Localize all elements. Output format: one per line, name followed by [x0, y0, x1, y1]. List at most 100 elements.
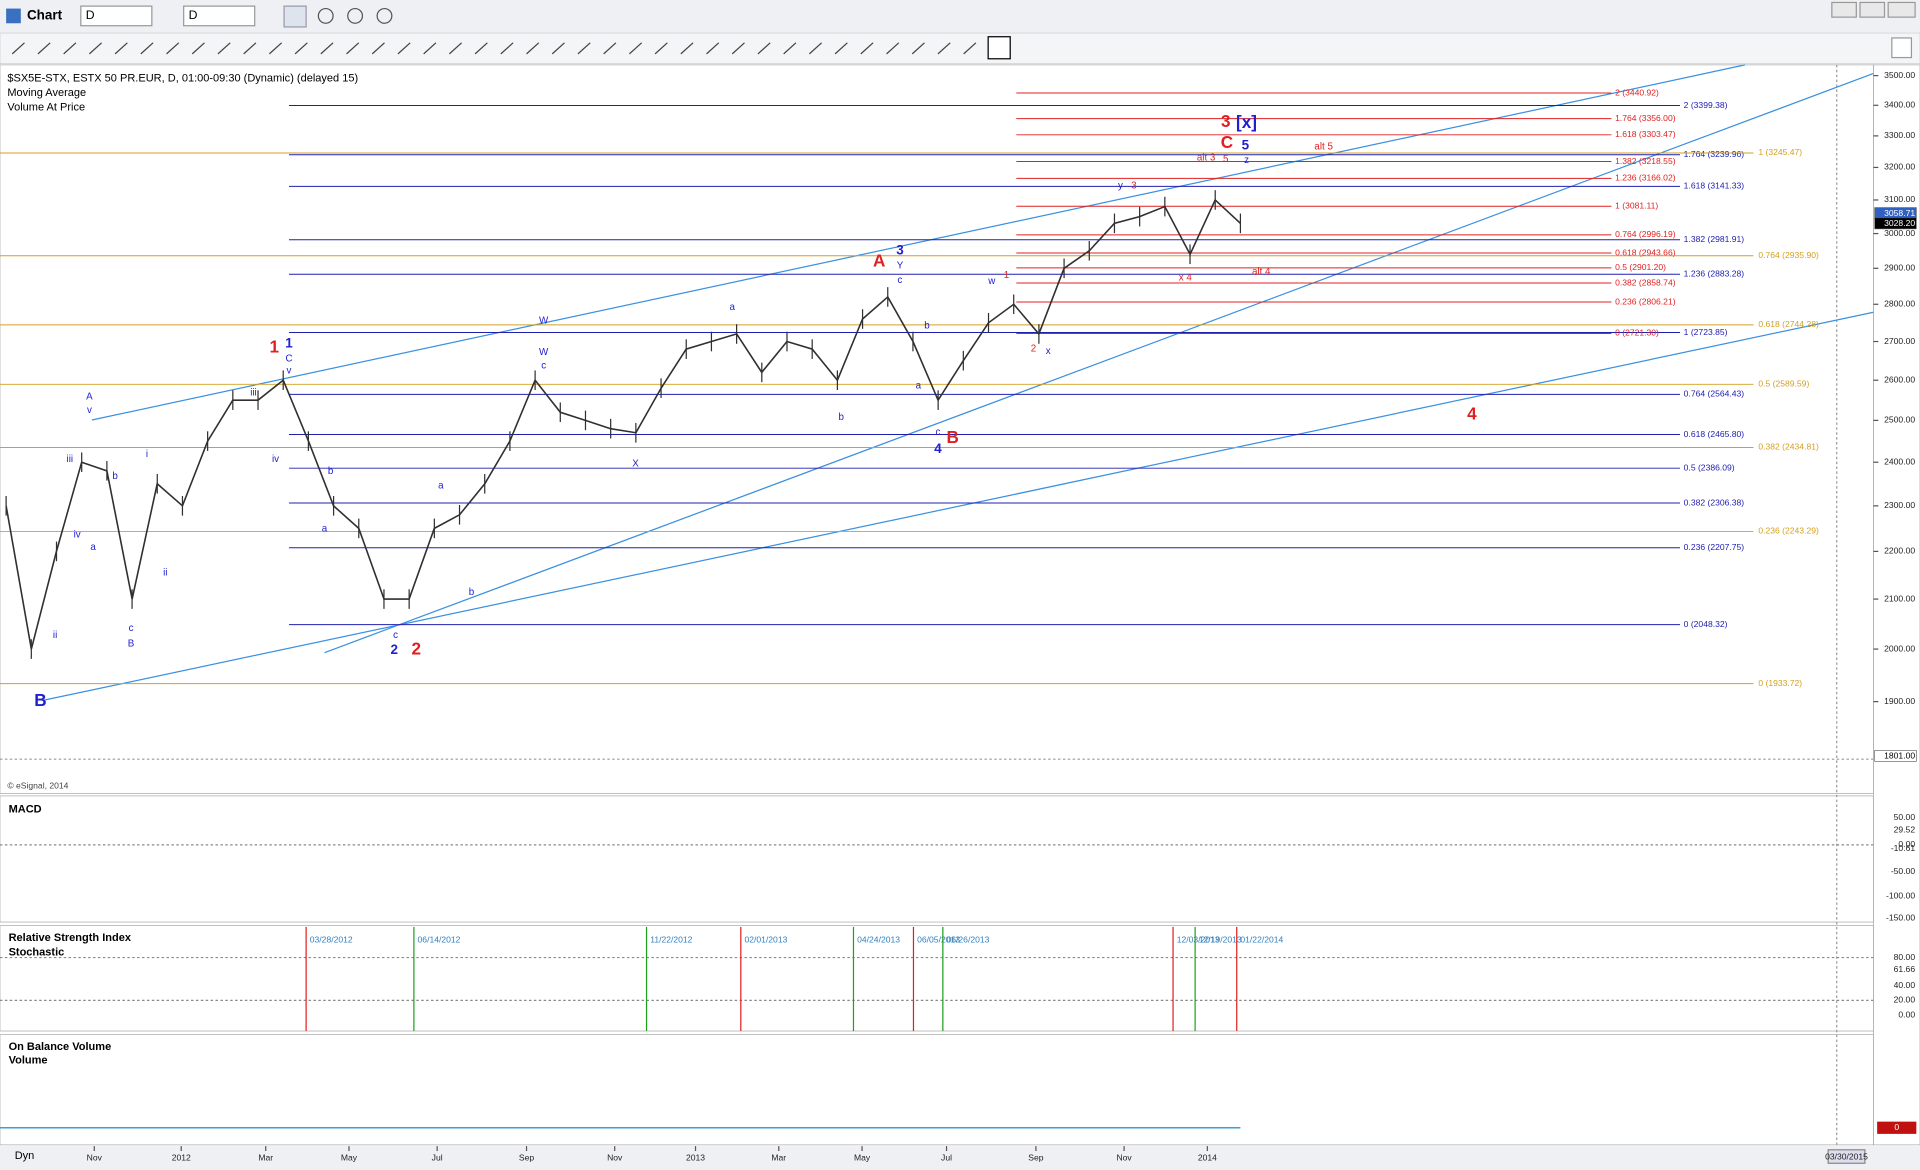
tool-icon [217, 42, 231, 55]
tool-icon [808, 42, 823, 55]
tool-icon [243, 42, 257, 55]
rsi-axis-label: 20.00 [1894, 995, 1916, 1005]
y-tick-label: 2100.00 [1884, 593, 1915, 603]
tool-icon [860, 42, 874, 55]
fib-label: 1 (3245.47) [1758, 147, 1802, 157]
fib-label: 1 (2723.85) [1684, 327, 1728, 337]
window-button[interactable] [1831, 1, 1857, 18]
fib-label: 2 (3399.38) [1684, 100, 1728, 110]
tool-icon [680, 42, 694, 55]
wave-label: iii [67, 454, 74, 465]
tool-icon [166, 42, 180, 55]
date-box [1827, 1149, 1866, 1164]
tool-icon [706, 42, 720, 55]
wave-label: a [322, 524, 328, 535]
wave-label: w [987, 276, 996, 287]
wave-label: c [936, 427, 941, 438]
fib-label: 0.5 (2901.20) [1615, 262, 1666, 272]
price-tag-label: 1801.00 [1884, 751, 1915, 761]
fib-label: 1.236 (3166.02) [1615, 173, 1676, 183]
fib-label: 0.764 (2996.19) [1615, 229, 1676, 239]
tool-icon [937, 42, 951, 55]
wave-label: b [924, 320, 930, 331]
tool-button[interactable] [347, 7, 364, 24]
fib-label: 1.618 (3141.33) [1684, 181, 1745, 191]
wave-label: C [1221, 132, 1233, 152]
fib-label: 0.382 (2434.81) [1758, 442, 1819, 452]
wave-label: 3 [896, 243, 903, 258]
fib-label: 1.382 (2981.91) [1684, 234, 1745, 244]
wave-label: 5 [1242, 137, 1250, 152]
wave-label: v [287, 366, 292, 377]
wave-label: iv [74, 530, 81, 541]
tool-icon [268, 42, 283, 55]
study-label: Volume At Price [7, 102, 85, 114]
fib-label: 0.764 (2564.43) [1684, 389, 1745, 399]
wave-label: 1 [285, 336, 293, 351]
y-tick-label: 1900.00 [1884, 696, 1915, 706]
fib-label: 0.618 (2744.28) [1758, 319, 1819, 329]
y-tick-label: 2600.00 [1884, 374, 1915, 384]
tool-icon [346, 42, 360, 55]
tool-icon [37, 42, 51, 55]
trend-line [91, 64, 1746, 421]
date-box-label: 03/30/2015 [1825, 1151, 1868, 1161]
x-tick-label: Mar [258, 1153, 273, 1163]
tool-button[interactable] [283, 5, 307, 28]
fib-label: 0.382 (2306.38) [1684, 497, 1745, 507]
y-tick-label: 2700.00 [1884, 336, 1915, 346]
window-button[interactable] [1887, 1, 1916, 18]
y-tick-label: 2300.00 [1884, 500, 1915, 510]
toolbar [0, 0, 1920, 34]
tool-icon [397, 42, 411, 55]
wave-label: x 4 [1179, 273, 1193, 284]
panel-title: On Balance Volume [9, 1041, 112, 1053]
panel-title: Stochastic [9, 947, 65, 959]
fib-label: 0.236 (2207.75) [1684, 542, 1745, 552]
wave-label: X [632, 459, 639, 470]
tool-button[interactable] [376, 7, 393, 24]
y-tick-label: 3300.00 [1884, 130, 1915, 140]
fib-label: 2 (3440.92) [1615, 87, 1659, 97]
signal-date: 12/19/2013 [1199, 935, 1242, 945]
window-button[interactable] [1859, 1, 1886, 18]
tool-button[interactable] [987, 36, 1011, 60]
wave-label: 3 [1131, 181, 1137, 192]
wave-label: 4 [1467, 404, 1477, 424]
fib-label: 1.618 (3303.47) [1615, 129, 1676, 139]
wave-label: ii [163, 568, 167, 579]
tool-icon [448, 42, 463, 55]
y-tick-label: 2000.00 [1884, 643, 1915, 653]
panel-title: Relative Strength Index [9, 932, 132, 944]
tool-button[interactable] [1891, 37, 1913, 59]
wave-label: B [128, 639, 135, 650]
wave-label: c [898, 275, 903, 286]
tool-icon [500, 42, 514, 55]
wave-label: 4 [934, 441, 942, 456]
y-tick-label: 3400.00 [1884, 100, 1915, 110]
fib-label: 1.382 (3218.55) [1615, 156, 1676, 166]
y-tick-label: 3100.00 [1884, 194, 1915, 204]
x-tick-label: May [854, 1153, 871, 1163]
signal-date: 06/05/2013 [917, 935, 960, 945]
fib-label: 0.5 (2386.09) [1684, 462, 1735, 472]
symbol-input[interactable] [80, 5, 153, 27]
x-tick-label: Nov [1116, 1153, 1132, 1163]
wave-label: 2 [391, 642, 398, 657]
tool-icon [474, 42, 488, 55]
wave-label: ii [53, 630, 57, 641]
fib-label: 0 (2721.30) [1615, 328, 1659, 338]
wave-label: c [541, 361, 546, 372]
study-label: Moving Average [7, 87, 86, 99]
wave-label: b [838, 412, 844, 423]
rsi-axis-label: 61.66 [1894, 964, 1916, 974]
wave-label: A [86, 391, 93, 402]
panel-title: MACD [9, 803, 42, 815]
interval-input[interactable] [183, 5, 256, 27]
tool-icon [11, 42, 25, 55]
tool-button[interactable] [317, 7, 334, 24]
x-tick-label: Sep [1028, 1153, 1043, 1163]
y-tick-label: 2400.00 [1884, 457, 1915, 467]
tool-icon [88, 42, 103, 55]
